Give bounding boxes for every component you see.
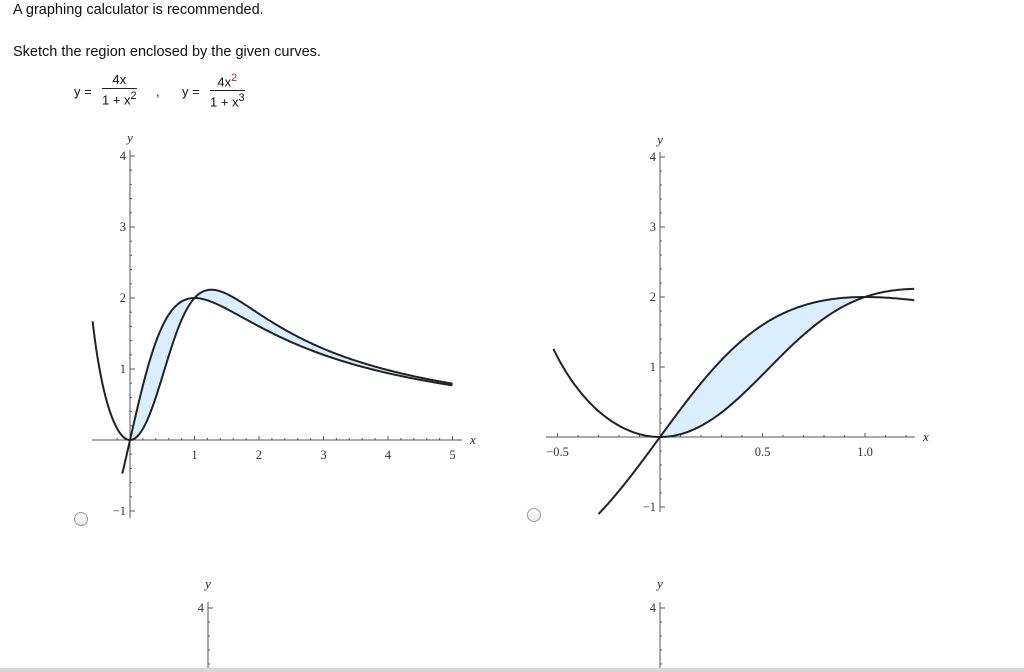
- y-axis-name: y: [655, 576, 663, 591]
- y-tick-label: 4: [650, 150, 657, 164]
- equation-2-numerator: 4x2: [210, 72, 245, 92]
- y-tick-label: 2: [120, 291, 126, 305]
- x-tick-label: 3: [320, 448, 326, 462]
- x-tick-label: 1: [191, 448, 197, 462]
- curve-cubic: [597, 296, 915, 515]
- y-tick-label: 1: [650, 360, 656, 374]
- curve-parabola: [552, 287, 915, 438]
- shaded-region: [660, 297, 865, 437]
- equation-separator: ,: [156, 84, 160, 99]
- x-tick-label: 0.5: [755, 445, 771, 459]
- equation-1-fraction: 4x 1 + x2: [102, 72, 137, 107]
- graph-option-2: −0.5 0.5 1.0 1 2 3 4 −1 x y: [546, 132, 929, 515]
- y-axis-name: y: [203, 576, 211, 591]
- bottom-divider: [0, 668, 1024, 672]
- x-tick-label: 4: [385, 448, 392, 462]
- equation-2-fraction: 4x2 1 + x3: [210, 72, 245, 110]
- shaded-region: [130, 289, 453, 440]
- y-tick-label-negative: −1: [643, 500, 656, 514]
- y-axis-name: y: [655, 132, 663, 147]
- y-tick-label-negative: −1: [113, 504, 126, 518]
- y-tick-label: 4: [650, 601, 657, 615]
- answer-option-1-radio[interactable]: [74, 512, 88, 526]
- graph-option-3-partial: y4: [198, 576, 213, 668]
- intro-text: A graphing calculator is recommended.: [13, 2, 264, 18]
- y-tick-label: 3: [650, 220, 656, 234]
- equation-1-denominator: 1 + x2: [102, 90, 137, 108]
- y-tick-label: 4: [198, 601, 205, 615]
- curve-b: [91, 288, 453, 442]
- x-axis-name: x: [469, 432, 476, 447]
- x-tick-label: 2: [256, 448, 262, 462]
- x-tick-label: −0.5: [546, 445, 569, 459]
- equation-2-denominator: 1 + x3: [210, 92, 245, 110]
- y-tick-label: 2: [650, 290, 656, 304]
- y-tick-label: 4: [120, 149, 127, 163]
- y-axis-name: y: [125, 130, 133, 145]
- graph-option-1: 1 2 3 4 5 1 2 3 4 −1 x y: [91, 130, 476, 518]
- y-tick-label: 3: [120, 220, 126, 234]
- graph-option-4-partial: y4: [650, 576, 665, 668]
- x-tick-label: 1.0: [857, 445, 873, 459]
- x-axis-name: x: [922, 429, 929, 444]
- x-tick-label: 5: [449, 448, 455, 462]
- equation-1-numerator: 4x: [102, 72, 137, 89]
- equation-1-lhs: y =: [74, 84, 92, 99]
- curve-a: [121, 297, 453, 474]
- equation-2-lhs: y =: [182, 84, 200, 99]
- answer-option-2-radio[interactable]: [527, 508, 541, 522]
- y-tick-label: 1: [120, 362, 126, 376]
- instruction-text: Sketch the region enclosed by the given …: [13, 44, 321, 60]
